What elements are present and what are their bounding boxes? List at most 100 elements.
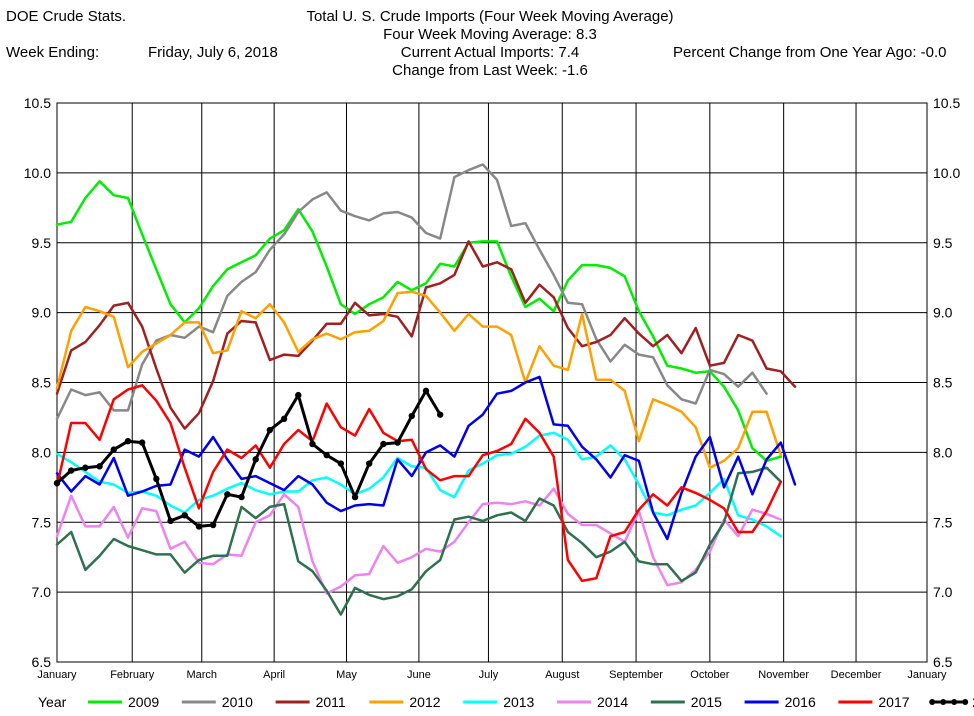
x-tick-label: May	[336, 669, 357, 681]
data-point-2018	[323, 451, 330, 459]
y-tick-label-right: 7.5	[933, 514, 953, 530]
y-tick-label-right: 8.0	[933, 444, 953, 460]
moving-average-stat: Four Week Moving Average: 8.3	[383, 26, 597, 43]
x-tick-label: July	[479, 669, 499, 681]
series-line-2011	[55, 240, 797, 430]
legend-label: 2014	[597, 694, 628, 710]
series-line-2017	[55, 384, 783, 583]
data-point-2018	[153, 475, 160, 483]
series-line-2015	[55, 466, 783, 616]
y-tick-label-right: 7.0	[933, 584, 953, 600]
y-tick-label-right: 10.5	[933, 95, 960, 111]
y-axis-left: 6.5 7.0 7.5 8.0 8.5 9.0 9.5 10.0 10.5	[24, 95, 51, 670]
legend-label: 2013	[503, 694, 534, 710]
legend-item-2015: 2015	[650, 694, 722, 710]
percent-change-stat: Percent Change from One Year Ago: -0.0	[673, 44, 947, 61]
data-point-2018	[96, 463, 103, 470]
data-point-2018	[337, 460, 345, 467]
legend-label: 2009	[128, 694, 159, 710]
y-tick-label-left: 6.5	[32, 654, 52, 670]
x-tick-label: September	[609, 669, 663, 681]
chart-grid	[56, 102, 928, 663]
data-point-2018	[53, 479, 61, 487]
data-point-2018	[181, 512, 188, 519]
y-tick-label-left: 8.5	[32, 375, 52, 391]
data-point-2018	[252, 456, 259, 463]
series-2013	[55, 431, 783, 538]
y-tick-label-right: 6.5	[933, 654, 953, 670]
y-tick-label-left: 8.0	[32, 444, 52, 460]
x-tick-label: March	[186, 669, 217, 681]
data-point-2018	[366, 460, 373, 467]
y-tick-label-left: 9.0	[32, 305, 52, 321]
series-line-2018	[55, 389, 442, 528]
legend-label: 2011	[316, 694, 346, 710]
y-tick-label-left: 7.0	[32, 584, 52, 600]
data-point-2018	[167, 517, 174, 525]
x-tick-label: January	[37, 669, 77, 681]
data-point-2018	[380, 440, 387, 448]
series-line-2009	[55, 180, 783, 463]
data-point-2018	[82, 464, 89, 471]
y-tick-label-right: 8.5	[933, 375, 953, 391]
data-point-2018	[280, 415, 288, 423]
legend-item-2018: 2018	[929, 694, 974, 710]
data-point-2018	[209, 521, 217, 529]
data-point-2018	[138, 439, 146, 446]
data-point-2018	[422, 387, 430, 395]
legend-item-2012: 2012	[369, 694, 441, 710]
data-point-2018	[238, 493, 245, 501]
x-axis: January February March April May June July Augu…	[37, 669, 947, 681]
week-value: Friday, July 6, 2018	[148, 44, 278, 61]
legend-label: 2012	[409, 694, 440, 710]
series-2011	[55, 240, 797, 430]
chart-title: Total U. S. Crude Imports (Four Week Mov…	[306, 8, 674, 25]
data-point-2018	[295, 391, 302, 399]
data-point-2018	[195, 523, 203, 530]
series-2017	[55, 384, 783, 583]
data-point-2018	[124, 437, 132, 445]
legend-item-2010: 2010	[181, 694, 253, 710]
legend-marker	[940, 699, 947, 705]
series-line-2016	[55, 375, 797, 541]
data-point-2018	[110, 446, 117, 453]
data-point-2018	[67, 467, 75, 474]
x-tick-label: June	[407, 669, 431, 681]
series-layer	[53, 163, 797, 616]
series-line-2013	[55, 431, 783, 538]
x-tick-label: January	[907, 669, 947, 681]
legend-title: Year	[38, 694, 67, 710]
y-tick-label-right: 9.5	[933, 235, 953, 251]
legend-marker	[929, 699, 936, 705]
series-line-2010	[55, 163, 768, 421]
legend-item-2014: 2014	[557, 694, 628, 710]
series-line-2014	[55, 487, 783, 595]
legend-label: 2015	[691, 694, 722, 710]
data-point-2018	[408, 412, 416, 420]
x-tick-label: February	[110, 669, 155, 681]
x-tick-label: November	[758, 669, 809, 681]
legend-item-2011: 2011	[275, 694, 346, 710]
data-point-2018	[224, 491, 231, 498]
legend: Year 2009 2010 2011 2012 2013 2014 2015 2016 2017…	[38, 694, 974, 710]
data-point-2018	[436, 411, 444, 418]
series-2015	[55, 466, 783, 616]
y-tick-label-left: 7.5	[32, 514, 52, 530]
data-point-2018	[351, 493, 359, 501]
legend-item-2013: 2013	[463, 694, 535, 710]
x-tick-label: April	[263, 669, 285, 681]
current-imports-stat: Current Actual Imports: 7.4	[400, 44, 580, 61]
y-tick-label-right: 10.0	[933, 165, 960, 181]
week-label: Week Ending:	[6, 44, 100, 61]
y-tick-label-left: 10.0	[24, 165, 51, 181]
series-2014	[55, 487, 783, 595]
y-tick-label-left: 10.5	[24, 95, 51, 111]
legend-marker	[951, 699, 958, 705]
legend-item-2016: 2016	[744, 694, 816, 710]
weekly-change-stat: Change from Last Week: -1.6	[392, 62, 588, 79]
series-line-2012	[55, 290, 783, 469]
x-tick-label: October	[690, 669, 729, 681]
x-tick-label: December	[831, 669, 882, 681]
legend-label: 2018	[972, 694, 974, 710]
